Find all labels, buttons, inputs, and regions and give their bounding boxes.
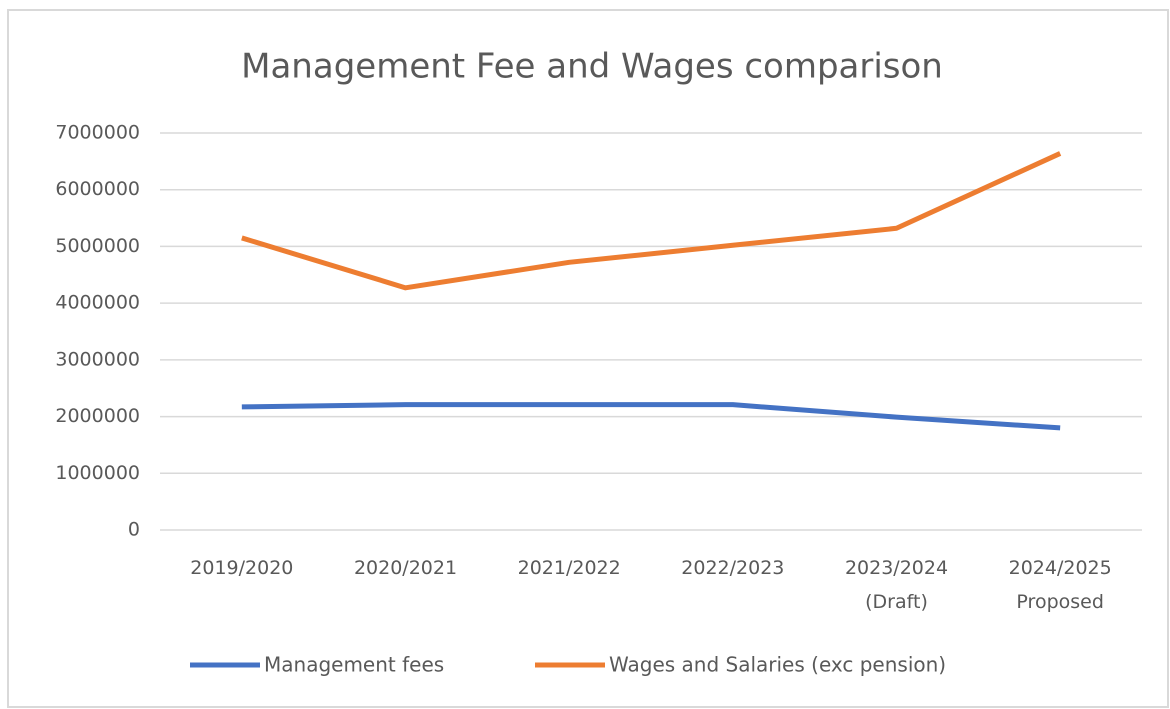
series-line: [241, 151, 1062, 291]
x-tick-line: 2024/2025: [1009, 557, 1112, 579]
x-tick-label: 2023/2024 (Draft): [845, 557, 948, 613]
series-line: [241, 402, 1061, 431]
y-tick-label: 0: [128, 519, 140, 541]
legend-label: Wages and Salaries (exc pension): [609, 653, 946, 677]
chart-title: Management Fee and Wages comparison: [241, 47, 943, 87]
y-tick-label: 3000000: [55, 348, 140, 370]
chart-frame: [7, 9, 1169, 708]
y-tick-label: 4000000: [55, 292, 140, 314]
legend-label: Management fees: [264, 653, 444, 677]
x-tick-line: 2022/2023: [681, 557, 784, 579]
x-tick-label: 2021/2022: [518, 557, 621, 579]
y-tick-label: 7000000: [55, 122, 140, 144]
x-tick-label: 2019/2020: [190, 557, 293, 579]
x-tick-line: 2020/2021: [354, 557, 457, 579]
y-tick-label: 6000000: [55, 178, 140, 200]
x-tick-line: 2021/2022: [518, 557, 621, 579]
x-tick-line: (Draft): [865, 591, 928, 613]
x-tick-label: 2020/2021: [354, 557, 457, 579]
y-tick-label: 1000000: [55, 462, 140, 484]
y-tick-label: 5000000: [55, 235, 140, 257]
y-tick-label: 2000000: [55, 405, 140, 427]
x-tick-label: 2024/2025 Proposed: [1009, 557, 1112, 613]
x-tick-line: 2019/2020: [190, 557, 293, 579]
x-tick-label: 2022/2023: [681, 557, 784, 579]
x-tick-line: 2023/2024: [845, 557, 948, 579]
x-tick-line: Proposed: [1016, 591, 1103, 613]
